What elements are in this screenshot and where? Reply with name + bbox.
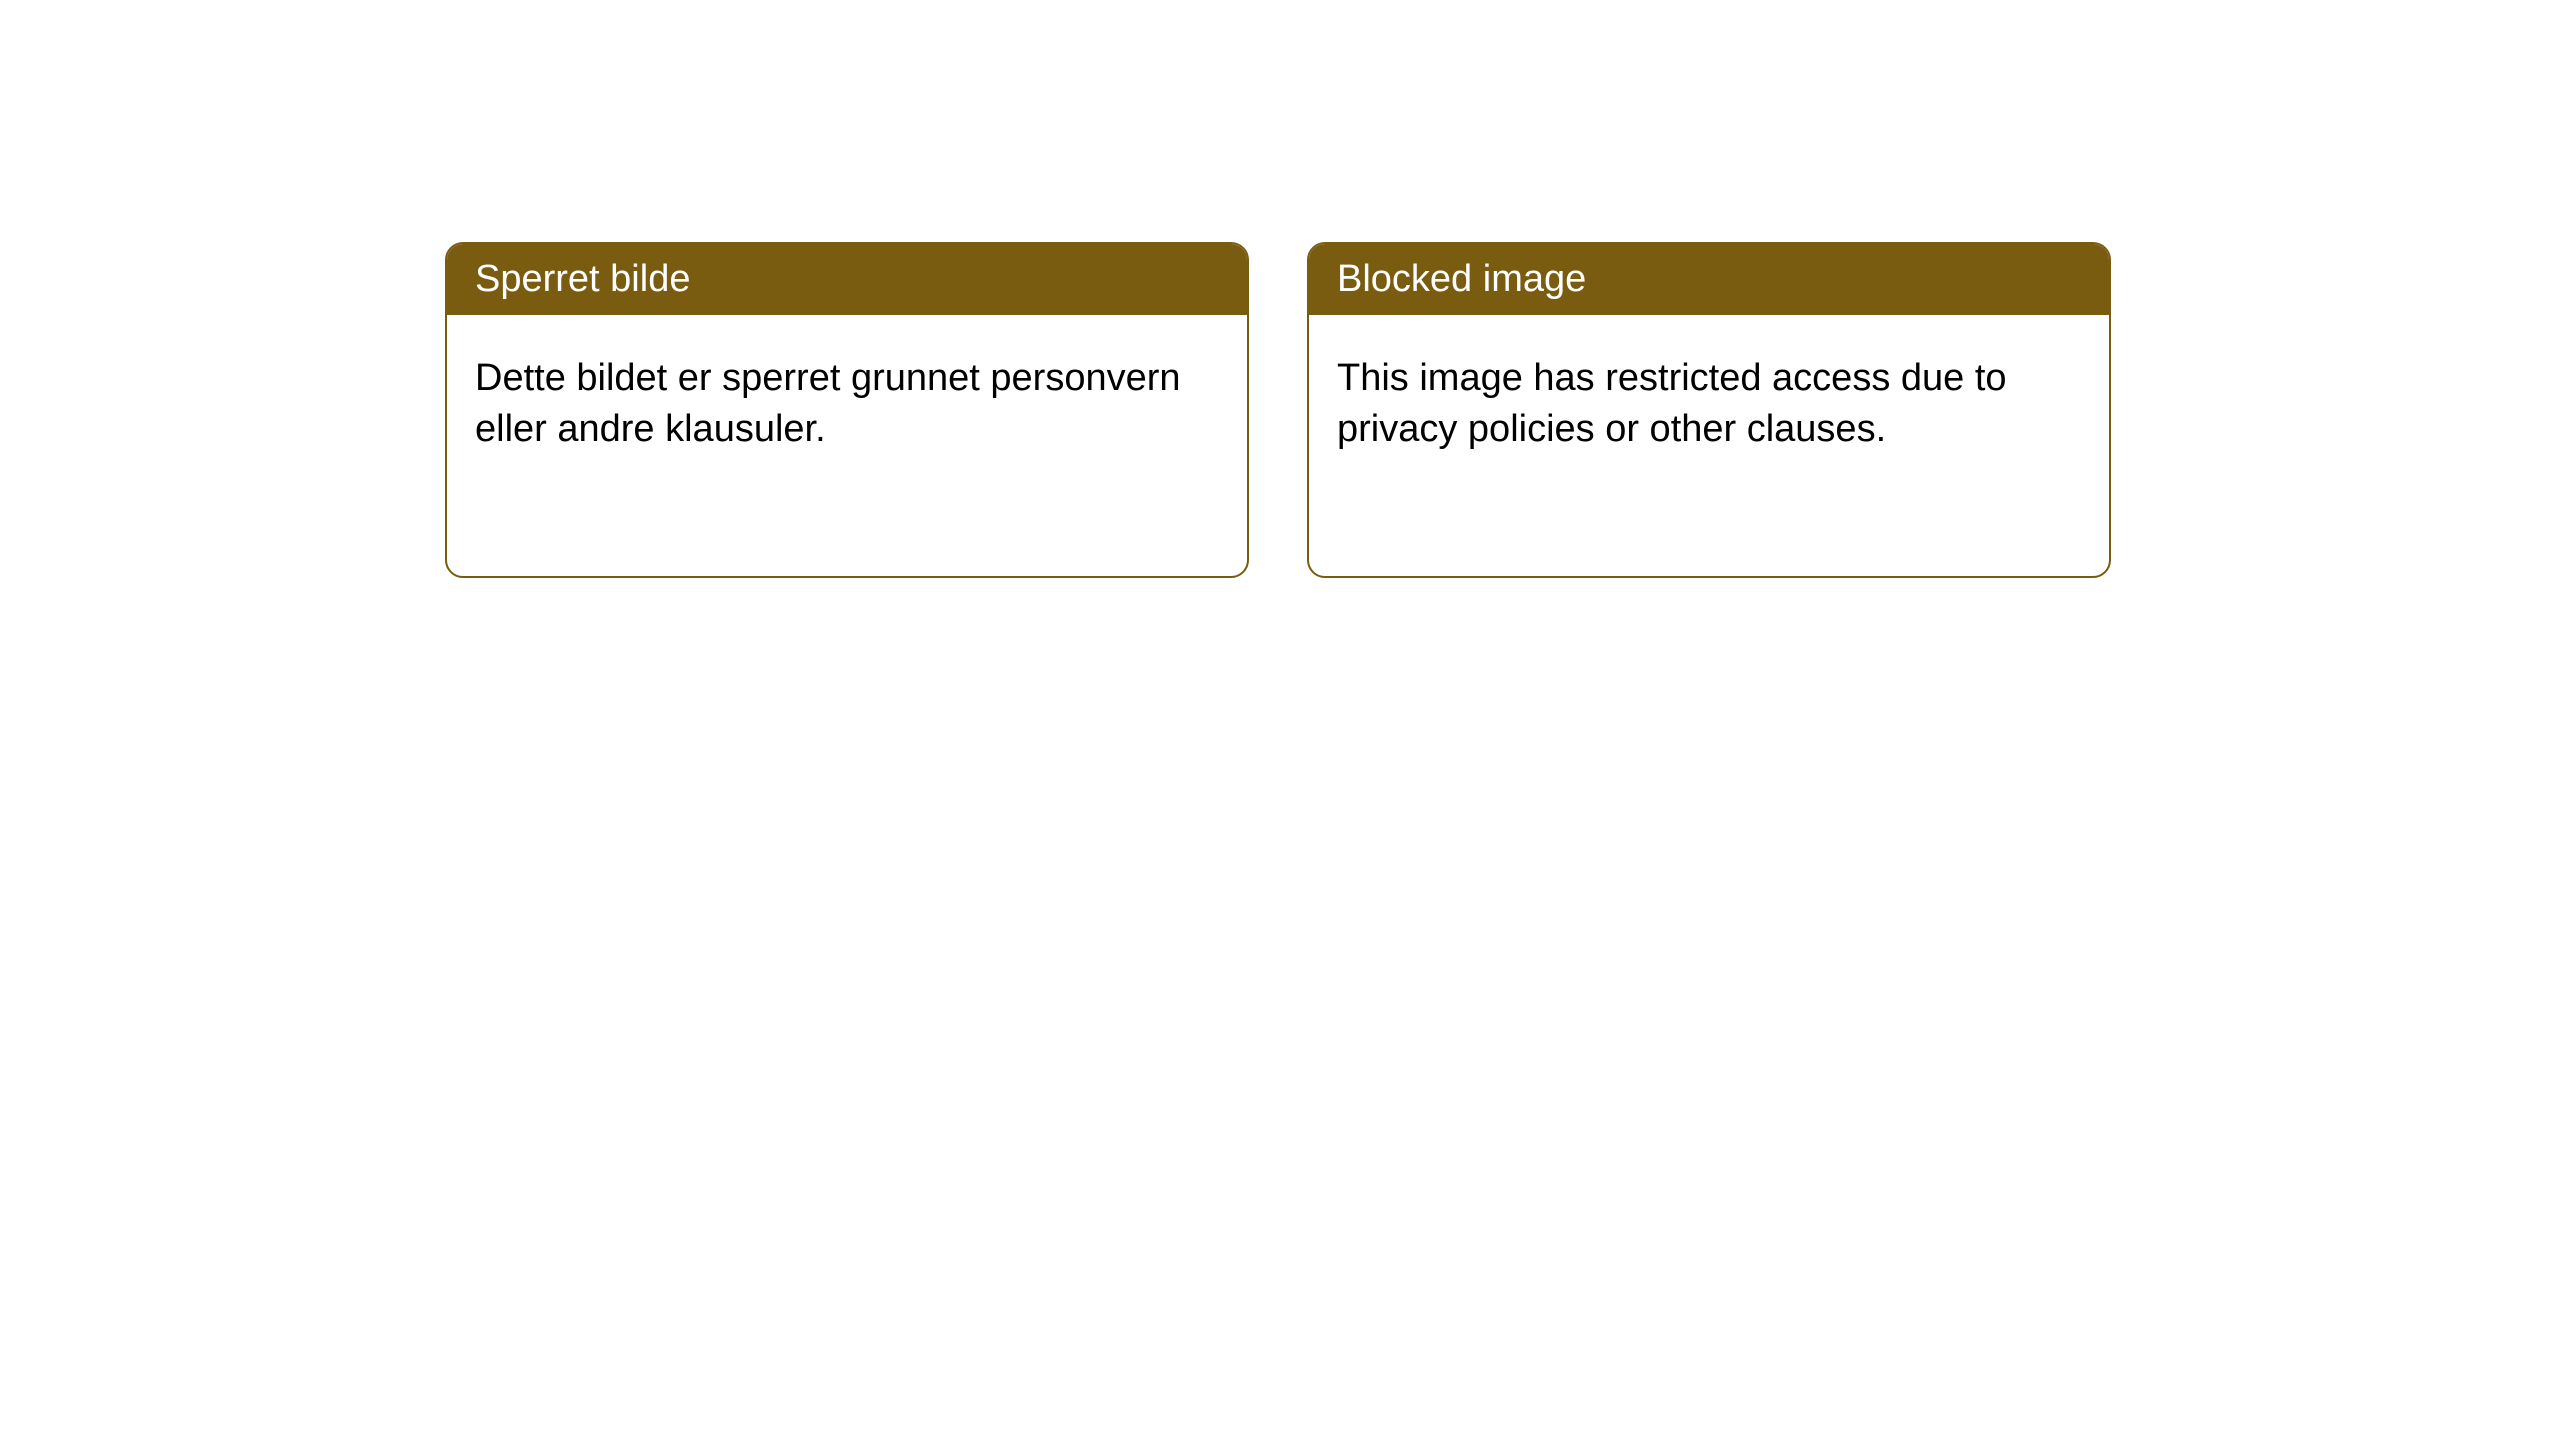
notice-body-text: Dette bildet er sperret grunnet personve… [475,357,1181,450]
notice-card-body: Dette bildet er sperret grunnet personve… [447,315,1247,494]
notice-title: Blocked image [1337,258,1586,300]
notice-card-norwegian: Sperret bilde Dette bildet er sperret gr… [445,242,1249,578]
notice-card-header: Blocked image [1309,244,2109,315]
notice-body-text: This image has restricted access due to … [1337,357,2007,450]
notice-card-body: This image has restricted access due to … [1309,315,2109,494]
notice-card-english: Blocked image This image has restricted … [1307,242,2111,578]
notice-container: Sperret bilde Dette bildet er sperret gr… [0,0,2560,578]
notice-card-header: Sperret bilde [447,244,1247,315]
notice-title: Sperret bilde [475,258,690,300]
